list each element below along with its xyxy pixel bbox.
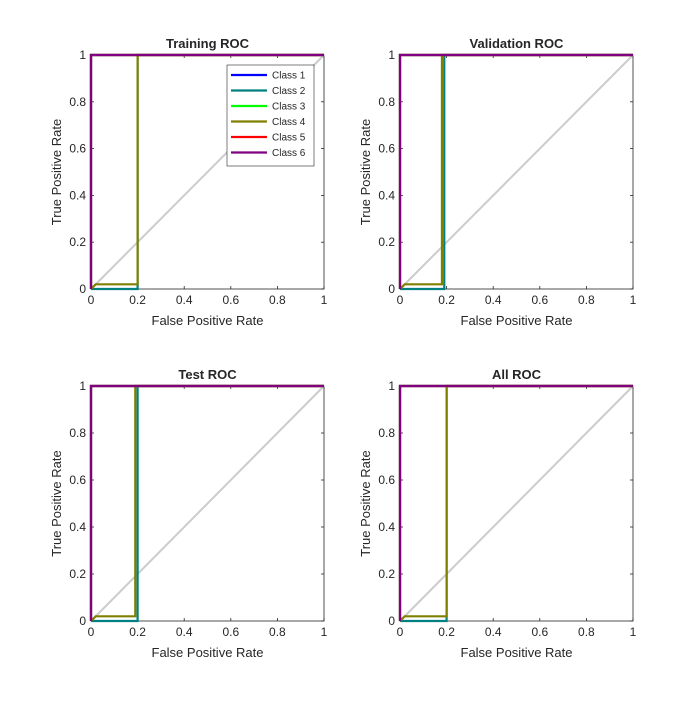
y-tick-label: 0.8 xyxy=(69,426,86,440)
roc-curve-class-6 xyxy=(398,384,633,621)
legend: Class 1 Class 2 Class 3 Class 4 Class 5 Class… xyxy=(226,64,315,167)
y-axis-label: True Positive Rate xyxy=(49,450,64,556)
x-tick-label: 0.2 xyxy=(438,625,455,639)
x-tick-label: 0.8 xyxy=(269,625,286,639)
y-tick-label: 0 xyxy=(79,282,86,296)
legend-label-class-4: Class 4 xyxy=(272,117,306,128)
x-tick-label: 1 xyxy=(630,625,637,639)
y-tick-label: 0.4 xyxy=(69,188,86,202)
roc-panel-1: 0 0.2 0.4 0.6 0.8 1 0 0.2 0.4 0.6 0.8 1 Training ROC… xyxy=(49,36,328,328)
y-axis-label: True Positive Rate xyxy=(49,119,64,225)
y-axis-label: True Positive Rate xyxy=(358,119,373,225)
x-tick-label: 0 xyxy=(397,625,404,639)
chart-title: All ROC xyxy=(492,367,542,382)
roc-curve-class-6 xyxy=(398,53,633,289)
diagonal-reference-line xyxy=(399,54,634,290)
y-tick-label: 0.6 xyxy=(69,142,86,156)
y-tick-label: 1 xyxy=(388,379,395,393)
x-axis-label: False Positive Rate xyxy=(152,313,264,328)
x-tick-label: 1 xyxy=(321,293,328,307)
x-tick-label: 0.4 xyxy=(485,625,502,639)
diagonal-reference-line xyxy=(399,385,634,622)
x-tick-label: 0.2 xyxy=(438,293,455,307)
y-tick-label: 0.4 xyxy=(378,520,395,534)
legend-box xyxy=(226,64,315,167)
diagonal-reference-line xyxy=(90,385,325,622)
roc-curve-class-6 xyxy=(89,384,324,621)
x-axis-label: False Positive Rate xyxy=(461,313,573,328)
x-tick-label: 0 xyxy=(397,293,404,307)
y-tick-label: 1 xyxy=(79,379,86,393)
x-tick-label: 0.2 xyxy=(129,625,146,639)
y-tick-label: 0.8 xyxy=(69,95,86,109)
y-tick-label: 0.4 xyxy=(378,188,395,202)
x-tick-label: 0.4 xyxy=(176,293,193,307)
legend-label-class-1: Class 1 xyxy=(272,71,306,82)
x-tick-label: 0.8 xyxy=(578,293,595,307)
y-tick-label: 0.8 xyxy=(378,426,395,440)
chart-title: Training ROC xyxy=(166,36,250,51)
x-tick-label: 0.8 xyxy=(578,625,595,639)
y-tick-label: 0 xyxy=(388,282,395,296)
x-tick-label: 0 xyxy=(88,293,95,307)
legend-label-class-5: Class 5 xyxy=(272,133,306,144)
x-tick-label: 0.8 xyxy=(269,293,286,307)
x-axis-label: False Positive Rate xyxy=(461,645,573,660)
x-tick-label: 0.4 xyxy=(176,625,193,639)
y-tick-label: 0.2 xyxy=(69,235,86,249)
y-axis-label: True Positive Rate xyxy=(358,450,373,556)
x-tick-label: 0.6 xyxy=(531,293,548,307)
roc-curve-class-6 xyxy=(89,53,324,289)
y-tick-label: 0.2 xyxy=(378,567,395,581)
y-tick-label: 0.6 xyxy=(378,473,395,487)
x-tick-label: 0.2 xyxy=(129,293,146,307)
y-tick-label: 0 xyxy=(388,614,395,628)
roc-panel-2: 0 0.2 0.4 0.6 0.8 1 0 0.2 0.4 0.6 0.8 1 Validation R… xyxy=(358,36,637,328)
legend-label-class-6: Class 6 xyxy=(272,148,306,159)
y-tick-label: 1 xyxy=(388,48,395,62)
y-tick-label: 0.2 xyxy=(378,235,395,249)
y-tick-label: 0 xyxy=(79,614,86,628)
chart-title: Test ROC xyxy=(178,367,237,382)
legend-label-class-2: Class 2 xyxy=(272,86,306,97)
y-tick-label: 0.8 xyxy=(378,95,395,109)
y-tick-label: 0.6 xyxy=(378,142,395,156)
y-tick-label: 0.4 xyxy=(69,520,86,534)
roc-panel-4: 0 0.2 0.4 0.6 0.8 1 0 0.2 0.4 0.6 0.8 1 All ROC False… xyxy=(358,367,637,660)
x-tick-label: 0.6 xyxy=(222,293,239,307)
y-tick-label: 1 xyxy=(79,48,86,62)
x-tick-label: 0.6 xyxy=(222,625,239,639)
x-axis-label: False Positive Rate xyxy=(152,645,264,660)
y-tick-label: 0.2 xyxy=(69,567,86,581)
x-tick-label: 0.6 xyxy=(531,625,548,639)
chart-title: Validation ROC xyxy=(470,36,565,51)
x-tick-label: 0 xyxy=(88,625,95,639)
legend-label-class-3: Class 3 xyxy=(272,102,306,113)
x-tick-label: 1 xyxy=(630,293,637,307)
x-tick-label: 1 xyxy=(321,625,328,639)
x-tick-label: 0.4 xyxy=(485,293,502,307)
y-tick-label: 0.6 xyxy=(69,473,86,487)
roc-panel-3: 0 0.2 0.4 0.6 0.8 1 0 0.2 0.4 0.6 0.8 1 Test ROC Fals… xyxy=(49,367,328,660)
